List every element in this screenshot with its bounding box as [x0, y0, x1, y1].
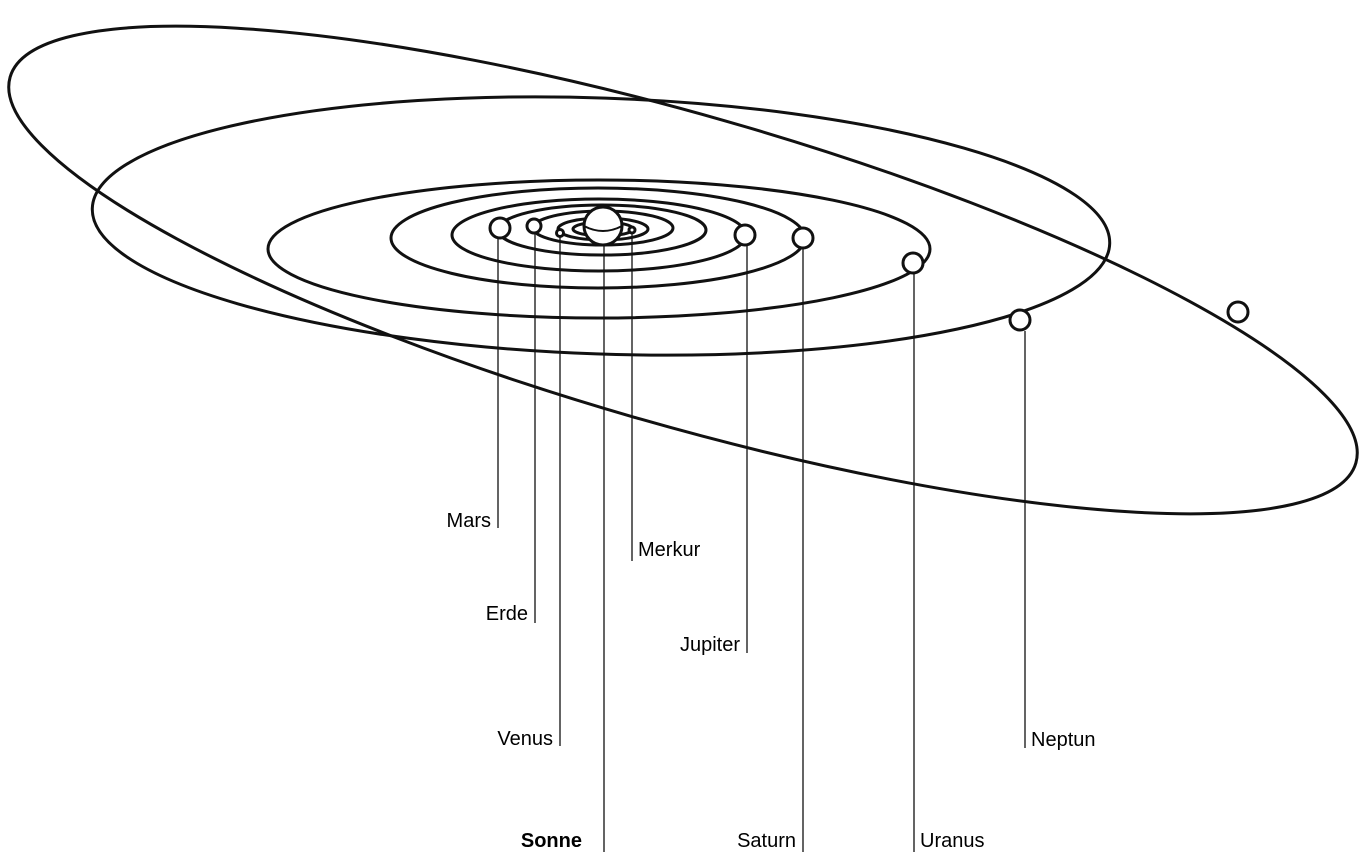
orbits	[0, 0, 1366, 612]
orbit	[0, 0, 1366, 612]
planet	[735, 225, 755, 245]
planet-label: Merkur	[638, 539, 701, 561]
sun-label: Sonne	[521, 830, 582, 852]
sun-body	[584, 207, 622, 245]
solar-system-diagram: Sonne Merkur Venus Erde Mars Jupiter Sat…	[0, 0, 1366, 852]
planet	[527, 219, 541, 233]
labels: Sonne Merkur Venus Erde Mars Jupiter Sat…	[447, 510, 1096, 852]
orbit	[268, 180, 930, 318]
planet	[490, 218, 510, 238]
planet	[793, 228, 813, 248]
planet-label: Neptun	[1031, 729, 1096, 751]
planet	[557, 230, 564, 237]
planet	[903, 253, 923, 273]
planet-label: Erde	[486, 603, 528, 625]
planet	[629, 227, 635, 233]
planet-label: Jupiter	[680, 634, 740, 656]
sun	[584, 207, 622, 245]
planet-label: Saturn	[737, 830, 796, 852]
planet-label: Mars	[447, 510, 491, 532]
page: Sonne Merkur Venus Erde Mars Jupiter Sat…	[0, 0, 1366, 852]
planet-label: Venus	[497, 728, 553, 750]
planet-label: Uranus	[920, 830, 984, 852]
leader-lines	[498, 234, 1025, 852]
planet	[1010, 310, 1030, 330]
planet	[1228, 302, 1248, 322]
